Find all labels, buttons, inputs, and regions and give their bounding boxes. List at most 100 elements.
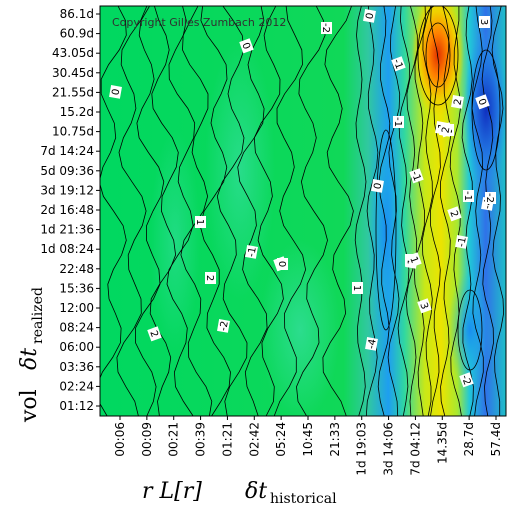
- contour-label-text: -1: [391, 58, 405, 71]
- contour-label: 2: [204, 272, 216, 284]
- contour-line: [253, 6, 284, 416]
- contour-label-background: [363, 9, 376, 23]
- y-axis-label: vol δt realized: [17, 287, 46, 423]
- contour-line: [439, 6, 451, 416]
- x-tick-label: 02:42: [247, 422, 261, 457]
- y-tick-label: 1d 21:36: [40, 223, 94, 237]
- x-tick-label: 3d 14:06: [382, 422, 396, 476]
- x-tick-label: 14.35d: [435, 422, 449, 464]
- x-axis: 00:06 00:09 00:21 00:39 01:21 02:42 05:24 10:45…: [113, 416, 503, 476]
- x-axis-label-main: r L[r]: [142, 479, 202, 504]
- y-tick-label: 30.45d: [52, 66, 94, 80]
- contour-label-text: -1: [462, 191, 473, 201]
- x-tick-label: 00:09: [140, 422, 154, 457]
- contour-label-layer: 00-20-1-10-11-1-22-221-4-2320-1-131-12-1…: [109, 9, 496, 388]
- x-tick-label: 28.7d: [462, 422, 476, 456]
- y-axis-label-symbol: δt: [17, 348, 42, 370]
- contour-label: 1: [194, 216, 206, 228]
- contour-label-text: -2: [218, 320, 231, 332]
- y-tick-label: 06:00: [59, 340, 94, 354]
- y-tick-label: 2d 16:48: [40, 203, 94, 217]
- contour-label-background: [277, 258, 288, 270]
- contour-label-text: -4: [482, 198, 495, 210]
- contour-label-text: 0: [373, 182, 385, 190]
- contour-label-background: [147, 326, 162, 342]
- y-tick-label: 15:36: [59, 281, 94, 295]
- contour-label-background: [447, 206, 462, 222]
- contour-loop: [457, 289, 483, 371]
- contour-label-text: 0: [365, 12, 377, 20]
- contour-label-text: -2: [484, 193, 495, 203]
- contour-line: [387, 6, 401, 416]
- contour-label-text: -4: [366, 338, 379, 350]
- contour-label-text: -1: [456, 236, 469, 248]
- contour-label: -4: [365, 337, 379, 351]
- contour-label: -2: [217, 319, 231, 333]
- contour-label-background: [391, 56, 406, 72]
- contour-label-text: 2: [447, 209, 460, 219]
- contour-line: [354, 6, 367, 416]
- y-tick-label: 7d 14:24: [40, 144, 94, 158]
- contour-line: [413, 6, 426, 416]
- contour-label-background: [475, 94, 490, 110]
- heatmap-light-region: [205, 40, 275, 300]
- contour-label-text: 1: [351, 285, 362, 291]
- contour-line: [216, 6, 248, 416]
- contour-label-text: 2: [204, 275, 215, 281]
- contour-label: -2: [459, 372, 474, 388]
- y-tick-label: 10.75d: [52, 125, 94, 139]
- y-axis-label-subscript: realized: [30, 287, 46, 344]
- contour-label-text: 3: [417, 301, 430, 311]
- x-axis-label-subscript: historical: [270, 491, 337, 507]
- contour-line: [449, 6, 462, 416]
- contour-line: [397, 6, 410, 416]
- contour-label-background: [409, 168, 424, 184]
- contour-label-text: 0: [239, 41, 252, 51]
- contour-label-background: [451, 95, 464, 109]
- contour-label: 1: [351, 282, 363, 294]
- contour-label: -2: [484, 192, 496, 204]
- y-tick-label: 3d 19:12: [40, 183, 94, 197]
- y-tick-label: 08:24: [59, 321, 94, 335]
- y-tick-label: 5d 09:36: [40, 164, 94, 178]
- contour-line: [429, 6, 441, 416]
- contour-line: [491, 6, 505, 416]
- contour-label: 0: [371, 179, 385, 193]
- contour-label-background: [371, 179, 384, 193]
- contour-line: [322, 6, 354, 416]
- contour-line: [180, 6, 213, 416]
- contour-line: [461, 6, 474, 416]
- contour-label-text: 1: [194, 219, 205, 225]
- x-tick-label: 21:33: [328, 422, 342, 457]
- contour-label-background: [195, 216, 206, 228]
- contour-loop: [375, 129, 397, 331]
- contour-line: [471, 6, 484, 416]
- contour-line: [116, 6, 148, 416]
- x-tick-label: 00:21: [167, 422, 181, 457]
- contour-line: [421, 6, 433, 416]
- contour-label-background: [352, 282, 363, 294]
- contour-label-background: [365, 337, 378, 351]
- contour-label: 0: [363, 9, 377, 23]
- contour-label-text: 2: [147, 329, 160, 339]
- contour-label-text: -2: [459, 374, 473, 387]
- contour-label-text: -1: [246, 246, 259, 258]
- contour-loop: [425, 22, 451, 88]
- contour-label: 0: [475, 94, 490, 110]
- contour-label: -1: [392, 116, 404, 128]
- contour-label-background: [393, 116, 404, 128]
- contour-label: -2: [320, 22, 332, 34]
- x-tick-label: 05:24: [274, 422, 288, 457]
- x-tick-label: 1d 19:03: [355, 422, 369, 476]
- heatmap-light-region: [150, 130, 200, 350]
- contour-label-background: [479, 16, 490, 28]
- contour-label-text: 2: [453, 98, 465, 106]
- y-axis-label-prefix: vol: [17, 389, 42, 423]
- y-tick-label: 86.1d: [60, 7, 94, 21]
- contour-label-text: -2: [320, 23, 331, 33]
- x-axis-label-symbol: δt: [245, 479, 267, 504]
- contour-line: [237, 6, 268, 416]
- contour-label: -1: [409, 168, 424, 184]
- contour-label-text: 3: [478, 19, 489, 25]
